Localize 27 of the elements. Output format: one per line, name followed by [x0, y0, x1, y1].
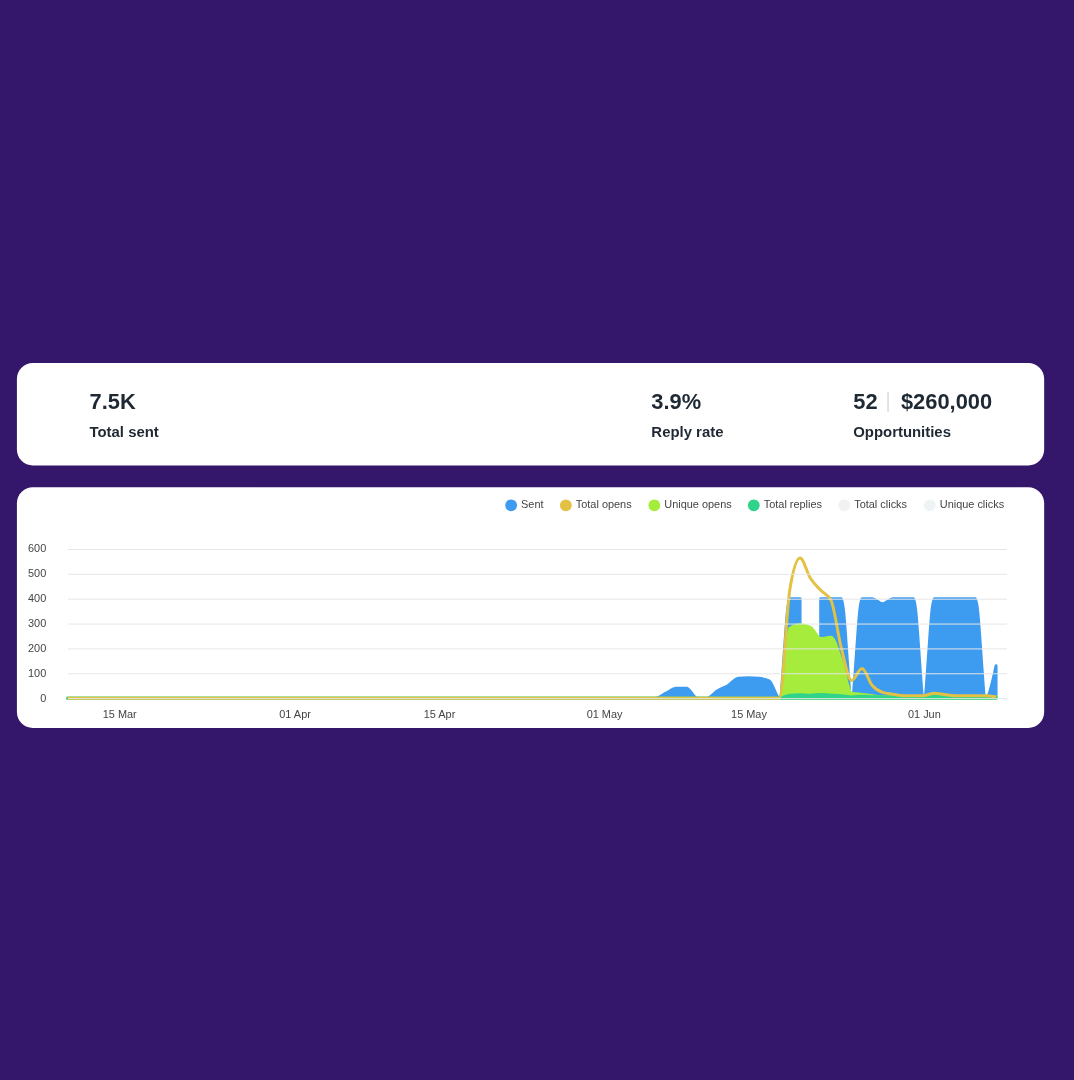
- text: 7.5K: [89, 388, 136, 414]
- y-tick-label: 600: [28, 542, 47, 555]
- legend-label: Total replies: [763, 498, 823, 511]
- x-tick-label: 15 Apr: [423, 707, 456, 720]
- text: Opportunities: [853, 423, 951, 440]
- legend-label: Unique opens: [664, 498, 733, 511]
- x-tick-label: 01 Apr: [279, 707, 312, 720]
- x-tick-label: 15 Mar: [102, 707, 138, 720]
- y-tick-label: 100: [28, 666, 47, 679]
- y-tick-label: 400: [28, 592, 47, 605]
- text: 3.9%: [651, 388, 702, 414]
- y-tick-label: 300: [28, 617, 47, 630]
- text: Total sent: [89, 423, 159, 440]
- legend-label: Total clicks: [854, 498, 908, 511]
- y-tick-label: 500: [28, 567, 47, 580]
- line-series: [66, 556, 998, 700]
- text: Reply rate: [651, 423, 724, 440]
- text: $260,000: [900, 388, 993, 414]
- text: 52: [853, 388, 878, 414]
- x-tick-label: 01 Jun: [907, 707, 941, 720]
- legend-label: Sent: [521, 498, 544, 511]
- x-tick-label: 01 May: [586, 707, 623, 720]
- y-tick-label: 0: [40, 691, 47, 704]
- legend-label: Total opens: [575, 498, 633, 511]
- x-tick-label: 15 May: [731, 707, 768, 720]
- y-tick-label: 200: [28, 641, 47, 654]
- legend-label: Unique clicks: [939, 498, 1005, 511]
